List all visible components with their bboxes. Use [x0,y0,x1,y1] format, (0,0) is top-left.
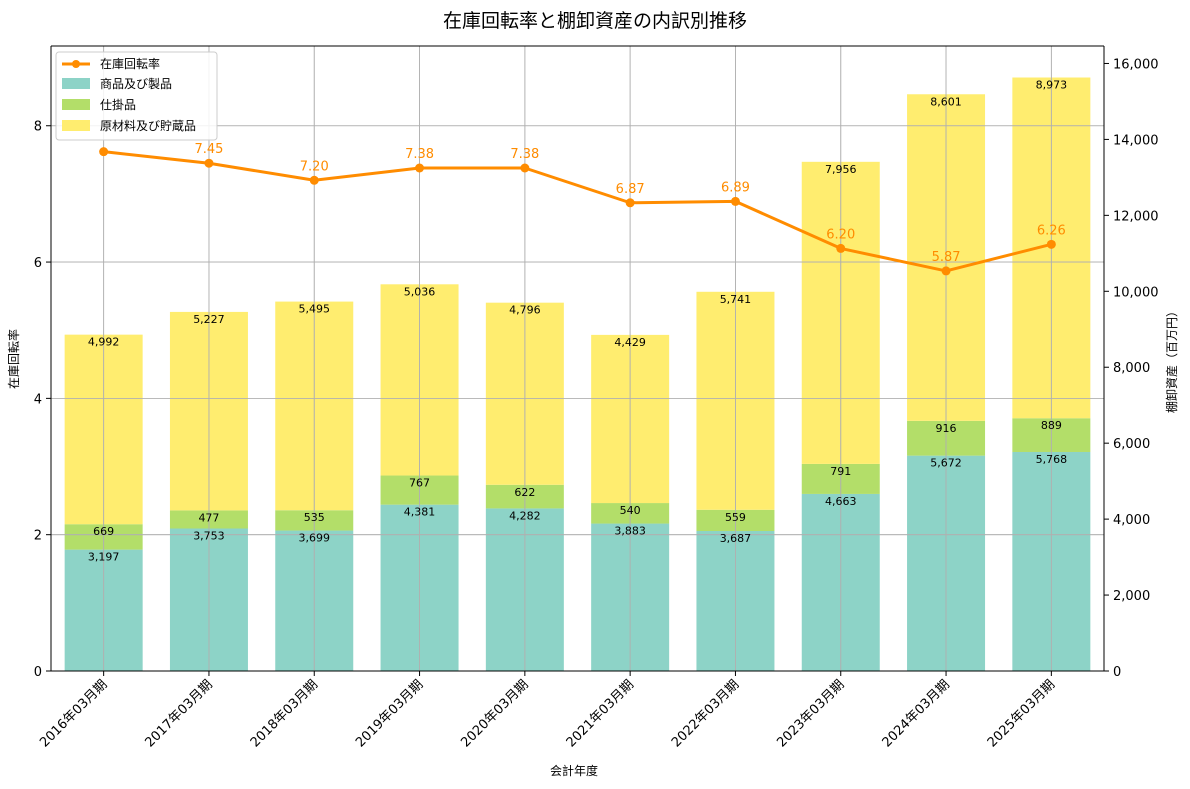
chart-title: 在庫回転率と棚卸資産の内訳別推移 [443,10,747,32]
legend-line-marker [72,60,80,68]
legend-box [55,51,218,141]
turnover-point [520,163,530,173]
bar-value-label: 5,768 [1036,453,1068,466]
y-left-tick-label: 0 [34,665,42,680]
legend-swatch [62,78,90,89]
bar-value-label: 4,429 [614,336,646,349]
y-right-tick-label: 8,000 [1113,361,1150,376]
turnover-point [309,175,319,185]
x-tick-label: 2016年03月期 [37,677,110,750]
turnover-point [836,243,846,253]
y-left-tick-label: 4 [34,392,42,407]
x-tick-label: 2020年03月期 [458,677,531,750]
y-right-tick-label: 10,000 [1113,285,1159,300]
bar-value-label: 3,197 [88,551,120,564]
turnover-point [730,196,740,206]
turnover-value-label: 6.20 [826,227,855,242]
turnover-point [625,198,635,208]
y-left-tick-label: 2 [34,529,42,544]
bar-value-label: 4,796 [509,304,541,317]
x-tick-label: 2025年03月期 [985,677,1058,750]
legend-label: 仕掛品 [100,97,136,112]
y-axis-left-label: 在庫回転率 [6,329,21,389]
y-right-tick-label: 2,000 [1113,589,1150,604]
bar-value-label: 4,663 [825,495,857,508]
bar-labels: 3,197 669 4,992 3,753 477 5,227 3,699 535 5,495 4… [88,79,1067,564]
bar-value-label: 5,036 [404,285,436,298]
bar-value-label: 4,992 [88,336,120,349]
bars [64,77,1091,671]
turnover-value-label: 7.20 [300,159,329,174]
x-tick-label: 2019年03月期 [353,677,426,750]
x-tick-label: 2023年03月期 [774,677,847,750]
bar-value-label: 535 [304,511,325,524]
y-right-tick-label: 0 [1113,665,1121,680]
bar-value-label: 8,601 [930,95,962,108]
bar-value-label: 540 [620,504,641,517]
turnover-value-label: 7.45 [194,142,223,157]
turnover-value-label: 7.38 [510,147,539,162]
x-tick-label: 2024年03月期 [880,677,953,750]
bar-value-label: 477 [198,511,219,524]
legend-label: 商品及び製品 [100,76,172,91]
bar-value-label: 3,883 [614,525,646,538]
turnover-point [1046,239,1056,249]
legend-label: 原材料及び貯蔵品 [100,119,196,133]
x-tick-label: 2021年03月期 [564,677,637,750]
bar-value-label: 559 [725,511,746,524]
turnover-point [941,266,951,276]
bar-value-label: 5,741 [720,293,752,306]
y-right-tick-label: 6,000 [1113,437,1150,452]
bar-value-label: 7,956 [825,163,857,176]
y-right-tick-label: 4,000 [1113,513,1150,528]
bar-value-label: 5,227 [193,313,225,326]
turnover-value-label: 5.87 [932,250,961,265]
bar-value-label: 669 [93,525,114,538]
turnover-value-label: 7.38 [405,147,434,162]
turnover-line-path [103,150,1052,273]
y-right-tick-label: 14,000 [1113,133,1159,148]
bar-value-label: 3,753 [193,529,225,542]
y-left-tick-label: 6 [34,256,42,271]
x-tick-label: 2022年03月期 [669,677,742,750]
bar-value-label: 8,973 [1036,79,1068,92]
legend-swatch [62,120,90,131]
x-axis-label: 会計年度 [550,763,598,778]
turnover-point [99,147,109,157]
y-right-tick-label: 12,000 [1113,209,1159,224]
bar-value-label: 3,687 [720,532,752,545]
bar-value-label: 4,381 [404,506,436,519]
turnover-value-label: 6.87 [616,182,645,197]
turnover-line: 7.45 7.20 7.38 7.38 6.87 6.89 6.20 5.87 6.26 [99,142,1066,276]
bar-value-label: 3,699 [299,532,331,545]
bar-value-label: 916 [936,422,957,435]
bar-value-label: 889 [1041,419,1062,432]
x-tick-label: 2017年03月期 [142,677,215,750]
turnover-value-label: 6.26 [1037,223,1066,238]
y-axis-right-label: 棚卸資産（百万円） [1164,305,1179,413]
turnover-point [415,163,425,173]
y-left-tick-label: 8 [34,120,42,135]
bar-value-label: 622 [514,486,535,499]
bar-value-label: 767 [409,477,430,490]
bar-value-label: 5,495 [299,303,331,316]
turnover-value-label: 6.89 [721,180,750,195]
legend-label: 在庫回転率 [100,56,160,71]
bar-value-label: 791 [830,465,851,478]
y-right-tick-label: 16,000 [1113,57,1159,72]
bar-value-label: 4,282 [509,509,541,522]
turnover-point [204,158,214,168]
x-tick-label: 2018年03月期 [248,677,321,750]
legend-swatch [62,99,90,110]
bar-value-label: 5,672 [930,457,962,470]
